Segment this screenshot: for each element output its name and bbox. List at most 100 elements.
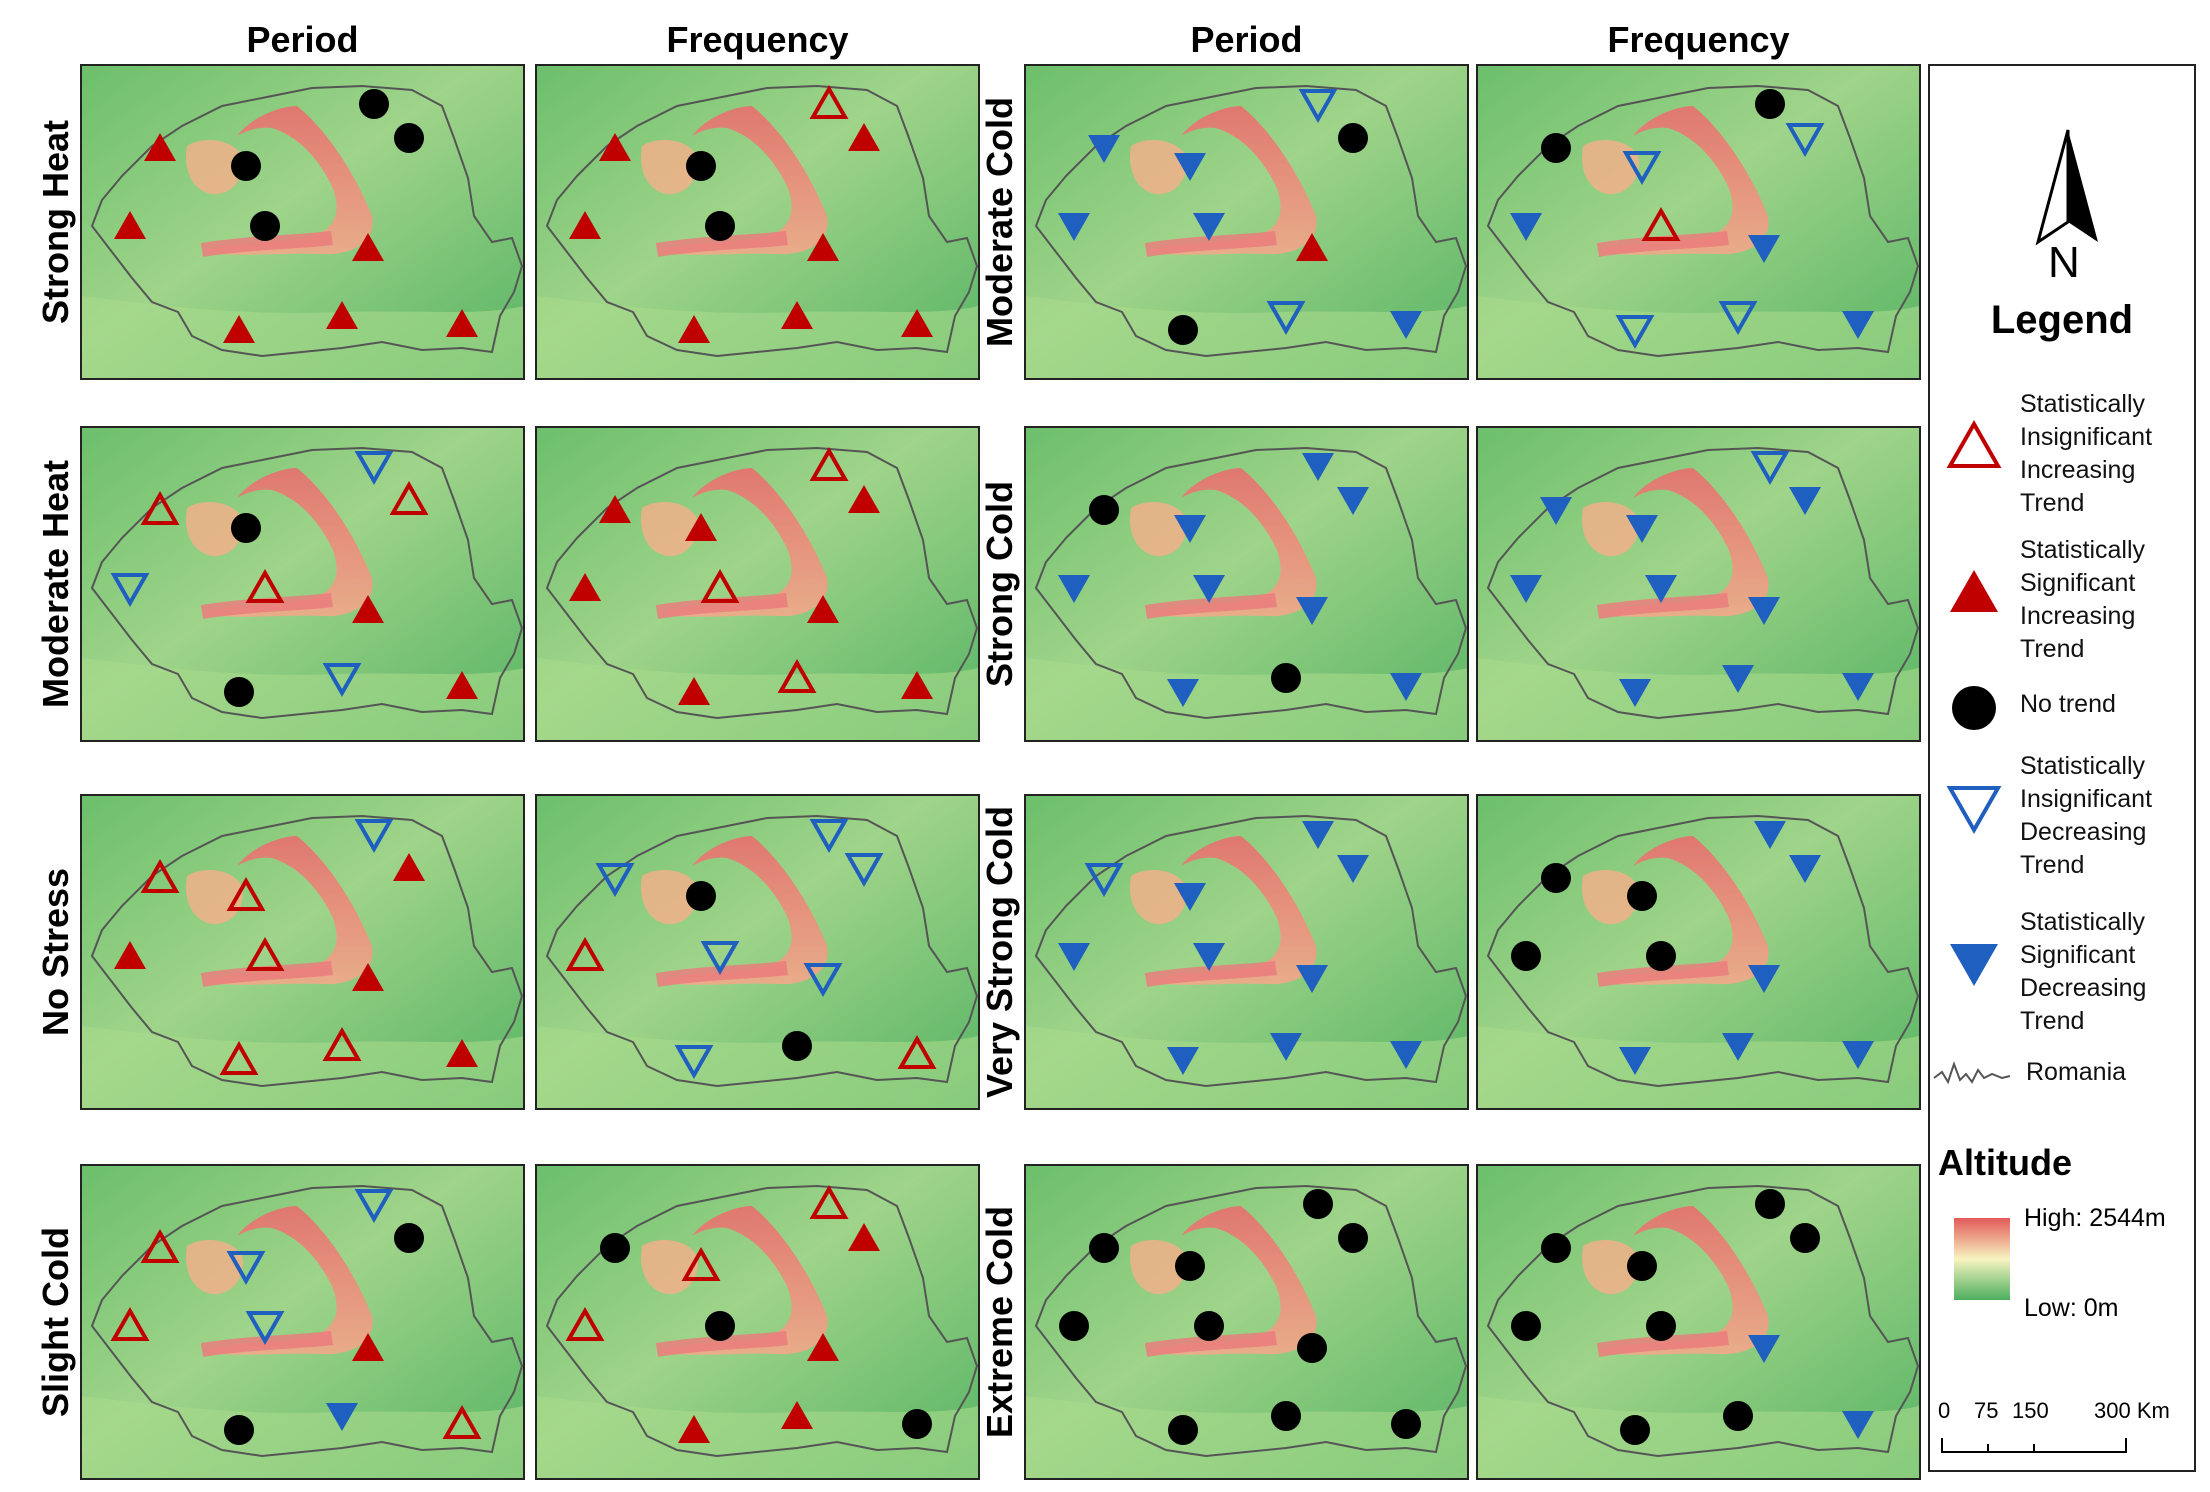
station-significant-increasing-marker	[678, 677, 710, 705]
station-significant-decreasing-marker	[1296, 597, 1328, 625]
map-panel-strong-cold-frequency	[1476, 426, 1921, 742]
station-insignificant-decreasing-marker	[1622, 151, 1662, 186]
station-no-trend-marker	[224, 677, 254, 707]
station-significant-increasing-marker	[352, 233, 384, 261]
station-significant-decreasing-marker	[1088, 135, 1120, 163]
legend-item-no-trend: No trend	[1932, 674, 2192, 744]
map-panel-no-stress-period	[80, 794, 525, 1110]
station-insignificant-increasing-marker	[1641, 206, 1681, 241]
station-no-trend-marker	[1627, 881, 1657, 911]
legend-label: Statistically Insignificant Decreasing T…	[2020, 752, 2153, 879]
station-no-trend-marker	[1338, 123, 1368, 153]
row-label-very-strong-cold: Very Strong Cold	[979, 805, 1020, 1099]
station-significant-decreasing-marker	[1842, 311, 1874, 339]
station-insignificant-decreasing-marker	[700, 941, 740, 976]
station-no-trend-marker	[1271, 1401, 1301, 1431]
station-insignificant-increasing-marker	[809, 84, 849, 119]
station-no-trend-marker	[1790, 1223, 1820, 1253]
station-significant-decreasing-marker	[1167, 679, 1199, 707]
station-no-trend-marker	[1755, 1189, 1785, 1219]
station-no-trend-marker	[1338, 1223, 1368, 1253]
station-no-trend-marker	[1755, 89, 1785, 119]
filled-up-triangle-icon	[1950, 570, 1998, 612]
station-significant-decreasing-marker	[1302, 821, 1334, 849]
station-significant-decreasing-marker	[1193, 213, 1225, 241]
legend-label: Romania	[2026, 1058, 2127, 1086]
station-significant-increasing-marker	[678, 1415, 710, 1443]
station-significant-increasing-marker	[781, 1401, 813, 1429]
station-insignificant-decreasing-marker	[809, 819, 849, 854]
station-insignificant-decreasing-marker	[1718, 301, 1758, 336]
station-significant-decreasing-marker	[1296, 965, 1328, 993]
station-significant-increasing-marker	[848, 123, 880, 151]
station-significant-decreasing-marker	[326, 1403, 358, 1431]
station-significant-decreasing-marker	[1193, 943, 1225, 971]
station-insignificant-decreasing-marker	[803, 963, 843, 998]
station-significant-decreasing-marker	[1789, 855, 1821, 883]
map-panel-very-strong-cold-frequency	[1476, 794, 1921, 1110]
station-no-trend-marker	[705, 211, 735, 241]
station-no-trend-marker	[394, 123, 424, 153]
station-significant-increasing-marker	[599, 495, 631, 523]
station-no-trend-marker	[1627, 1251, 1657, 1281]
north-arrow-icon	[2035, 129, 2098, 246]
station-no-trend-marker	[394, 1223, 424, 1253]
station-insignificant-decreasing-marker	[354, 819, 394, 854]
row-label-moderate-heat: Moderate Heat	[35, 459, 76, 709]
station-insignificant-increasing-marker	[809, 446, 849, 481]
station-significant-increasing-marker	[848, 1223, 880, 1251]
scale-label-150: 150	[2012, 1398, 2049, 1423]
station-significant-increasing-marker	[446, 309, 478, 337]
row-label-strong-cold: Strong Cold	[979, 481, 1020, 687]
station-significant-decreasing-marker	[1619, 679, 1651, 707]
legend-label: Statistically Insignificant Increasing T…	[2020, 390, 2153, 517]
station-significant-decreasing-marker	[1842, 1411, 1874, 1439]
row-label-moderate-cold: Moderate Cold	[979, 96, 1020, 348]
map-panel-moderate-cold-frequency	[1476, 64, 1921, 380]
station-significant-decreasing-marker	[1722, 665, 1754, 693]
station-no-trend-marker	[231, 151, 261, 181]
station-significant-decreasing-marker	[1510, 213, 1542, 241]
scale-bar	[1941, 1438, 2127, 1453]
station-significant-decreasing-marker	[1748, 597, 1780, 625]
station-significant-increasing-marker	[1296, 233, 1328, 261]
station-insignificant-increasing-marker	[809, 1184, 849, 1219]
station-significant-increasing-marker	[446, 671, 478, 699]
station-no-trend-marker	[1194, 1311, 1224, 1341]
row-label-no-stress: No Stress	[35, 867, 76, 1037]
station-no-trend-marker	[231, 513, 261, 543]
station-significant-increasing-marker	[144, 133, 176, 161]
map-panel-moderate-heat-frequency	[535, 426, 980, 742]
station-significant-decreasing-marker	[1842, 673, 1874, 701]
map-panel-moderate-heat-period	[80, 426, 525, 742]
station-no-trend-marker	[1541, 133, 1571, 163]
legend-label: Statistically Significant Decreasing Tre…	[2020, 908, 2147, 1035]
station-no-trend-marker	[1646, 1311, 1676, 1341]
legend-item-romania-border: Romania	[1932, 1048, 2192, 1098]
station-no-trend-marker	[224, 1415, 254, 1445]
station-no-trend-marker	[1059, 1311, 1089, 1341]
row-label-slight-cold: Slight Cold	[35, 1227, 76, 1417]
station-insignificant-increasing-marker	[777, 658, 817, 693]
legend-title: Legend	[1990, 298, 2134, 342]
station-significant-decreasing-marker	[1645, 575, 1677, 603]
scale-label-300: 300 Km	[2094, 1398, 2170, 1423]
column-header-period-2: Period	[1190, 19, 1303, 60]
station-no-trend-marker	[1089, 1233, 1119, 1263]
station-no-trend-marker	[1168, 1415, 1198, 1445]
legend-item-insignificant-decreasing: Statistically Insignificant Decreasing T…	[1932, 748, 2192, 884]
station-insignificant-decreasing-marker	[1750, 451, 1790, 486]
station-no-trend-marker	[600, 1233, 630, 1263]
legend-item-significant-decreasing: Statistically Significant Decreasing Tre…	[1932, 904, 2192, 1040]
station-significant-increasing-marker	[569, 573, 601, 601]
station-insignificant-decreasing-marker	[354, 451, 394, 486]
station-significant-increasing-marker	[569, 211, 601, 239]
station-insignificant-decreasing-marker	[110, 573, 150, 608]
station-significant-increasing-marker	[352, 1333, 384, 1361]
station-insignificant-decreasing-marker	[354, 1189, 394, 1224]
station-insignificant-decreasing-marker	[1615, 315, 1655, 350]
station-no-trend-marker	[1168, 315, 1198, 345]
station-significant-increasing-marker	[352, 595, 384, 623]
station-insignificant-increasing-marker	[245, 936, 285, 971]
station-significant-increasing-marker	[678, 315, 710, 343]
